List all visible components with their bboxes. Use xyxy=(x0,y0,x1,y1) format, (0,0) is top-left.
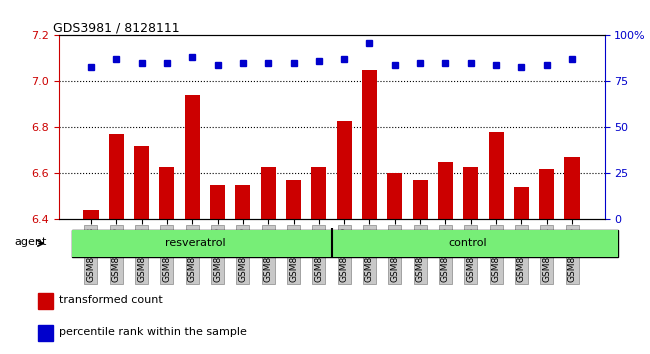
Text: control: control xyxy=(448,238,488,249)
Bar xyxy=(387,173,402,354)
Bar xyxy=(261,167,276,354)
FancyBboxPatch shape xyxy=(345,230,618,257)
Bar xyxy=(159,167,174,354)
Bar xyxy=(286,181,301,354)
Bar xyxy=(83,210,99,354)
Bar xyxy=(438,162,453,354)
Bar xyxy=(185,95,200,354)
Bar xyxy=(362,70,377,354)
Bar xyxy=(337,121,352,354)
Text: resveratrol: resveratrol xyxy=(164,238,226,249)
Bar xyxy=(235,185,250,354)
Text: percentile rank within the sample: percentile rank within the sample xyxy=(59,327,247,337)
Bar xyxy=(539,169,554,354)
Text: GDS3981 / 8128111: GDS3981 / 8128111 xyxy=(53,21,179,34)
Bar xyxy=(38,325,53,341)
Bar xyxy=(311,167,326,354)
Bar xyxy=(564,158,580,354)
Bar xyxy=(134,146,149,354)
Bar xyxy=(109,135,124,354)
Bar xyxy=(210,185,225,354)
Bar xyxy=(514,187,529,354)
Bar xyxy=(413,181,428,354)
Bar xyxy=(463,167,478,354)
Text: transformed count: transformed count xyxy=(59,295,162,306)
Bar xyxy=(489,132,504,354)
FancyBboxPatch shape xyxy=(72,230,345,257)
Bar xyxy=(38,293,53,309)
Text: agent: agent xyxy=(14,237,47,247)
